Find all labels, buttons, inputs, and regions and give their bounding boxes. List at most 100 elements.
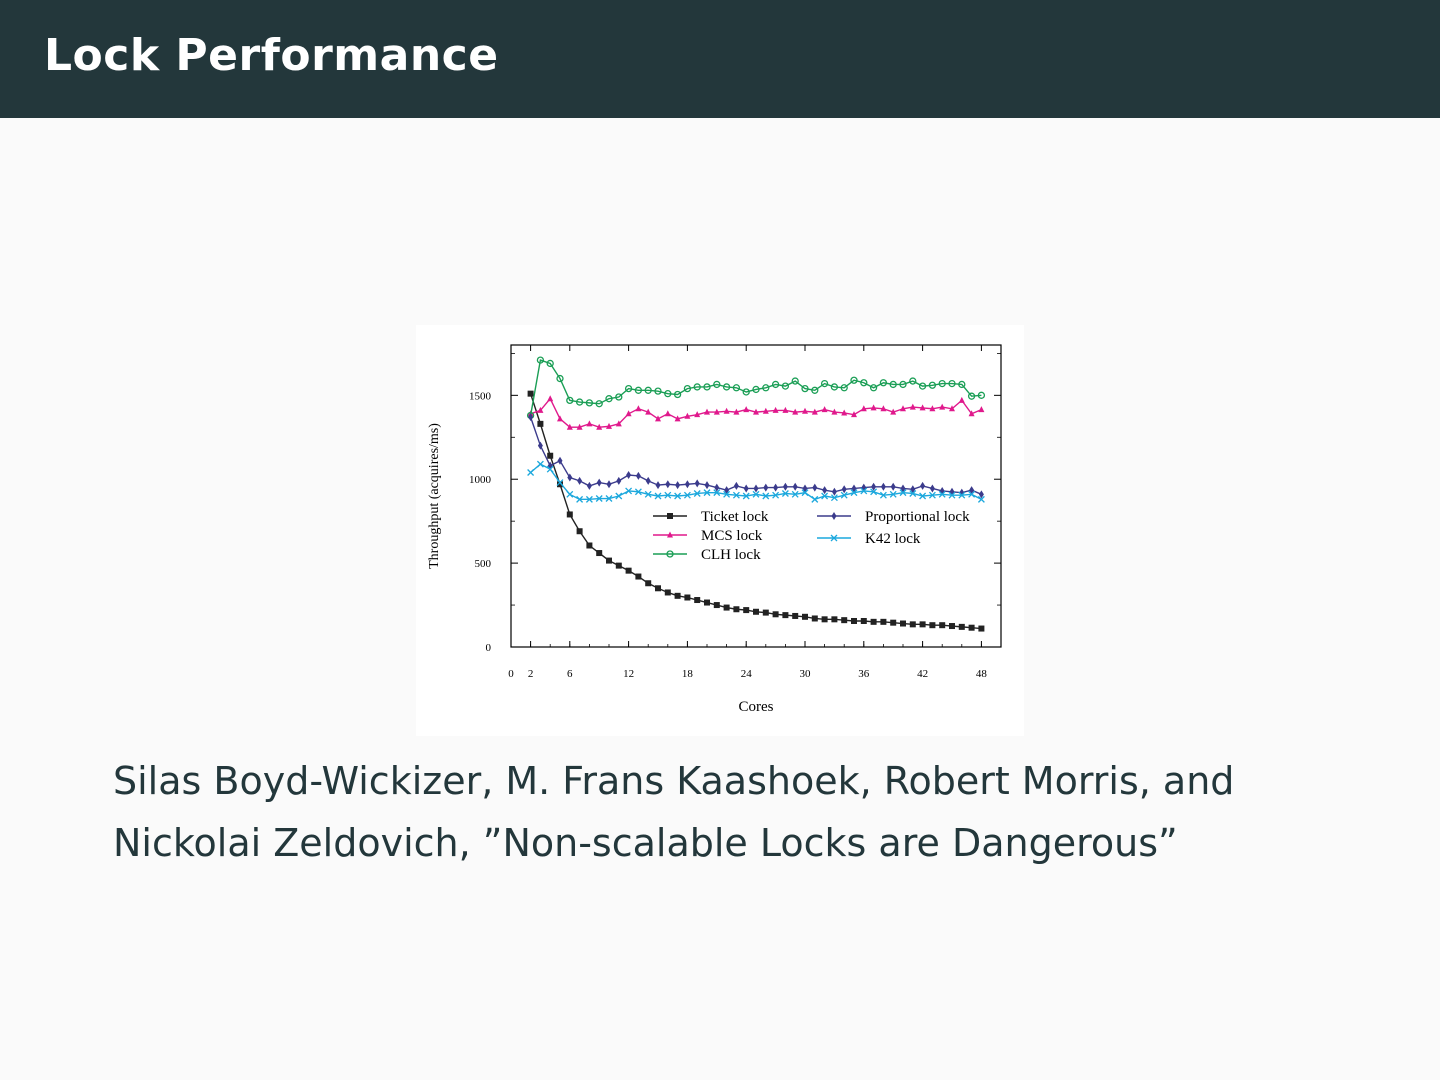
legend-label: Ticket lock — [701, 509, 769, 525]
ticket-point — [674, 592, 681, 599]
legend-marker — [830, 534, 838, 542]
mcs-point — [547, 395, 554, 402]
legend-marker — [667, 531, 673, 538]
proportional-point — [586, 481, 592, 490]
ticket-point — [713, 602, 720, 609]
proportional-point — [694, 479, 700, 488]
clh-point — [909, 377, 917, 385]
ticket-point — [694, 597, 701, 604]
k42-point — [801, 489, 809, 497]
clh-point — [967, 392, 976, 400]
mcs-point — [880, 405, 887, 412]
x-tick-label: 48 — [976, 668, 988, 680]
clh-point — [683, 384, 692, 393]
clh-point — [771, 380, 780, 389]
ticket-point — [841, 617, 848, 624]
k42-point — [977, 495, 985, 503]
k42-point — [556, 479, 564, 487]
ticket-point — [792, 612, 799, 619]
proportional-point — [537, 441, 543, 450]
clh-point — [811, 386, 819, 394]
k42-point — [958, 491, 966, 499]
mcs-point — [958, 396, 965, 403]
proportional-point — [841, 485, 847, 494]
mcs-point — [870, 404, 877, 411]
legend-label: K42 lock — [865, 531, 921, 547]
proportional-point — [626, 471, 632, 480]
k42-point — [713, 489, 721, 497]
ticket-point — [811, 615, 818, 622]
clh-point — [791, 377, 799, 385]
clh-point — [713, 380, 721, 389]
legend-marker — [831, 512, 837, 520]
clh-point — [556, 374, 564, 383]
mcs-point — [557, 415, 563, 422]
mcs-point — [694, 411, 701, 418]
ticket-point — [851, 617, 857, 624]
series-mcs — [527, 395, 985, 430]
k42-point — [664, 491, 672, 499]
proportional-point — [655, 481, 661, 490]
proportional-point — [871, 482, 877, 491]
clh-point — [752, 385, 760, 394]
k42-point — [781, 490, 789, 497]
ticket-point — [566, 511, 573, 518]
proportional-point — [684, 480, 690, 489]
proportional-point — [743, 484, 749, 493]
mcs-point — [674, 415, 681, 422]
mcs-point — [890, 408, 897, 415]
k42-point — [860, 487, 868, 495]
proportional-point — [792, 482, 798, 491]
ticket-point — [900, 620, 906, 627]
ticket-point — [821, 616, 828, 623]
x-tick-label: 2 — [528, 668, 534, 680]
proportional-point — [890, 482, 896, 491]
mcs-point — [743, 406, 750, 413]
slide-title: Lock Performance — [44, 30, 499, 81]
mcs-point — [821, 406, 828, 413]
clh-point — [977, 391, 986, 399]
ticket-point — [723, 604, 730, 611]
proportional-point — [665, 480, 671, 489]
ticket-point — [684, 594, 691, 601]
clh-point — [595, 400, 603, 408]
mcs-point — [841, 409, 848, 416]
mcs-point — [733, 408, 740, 415]
clh-point — [644, 386, 652, 394]
mcs-point — [909, 403, 916, 410]
proportional-point — [635, 471, 641, 480]
proportional-point — [567, 473, 573, 482]
k42-point — [821, 492, 829, 500]
k42-point — [546, 465, 554, 473]
k42-point — [644, 490, 652, 498]
k42-point — [625, 487, 633, 495]
ticket-point — [733, 606, 740, 613]
proportional-point — [606, 480, 612, 489]
proportional-point — [851, 484, 857, 493]
k42-point — [615, 492, 623, 500]
ticket-point — [890, 619, 897, 626]
ticket-point — [547, 452, 554, 459]
mcs-point — [900, 405, 906, 412]
k42-point — [527, 469, 535, 476]
mcs-point — [664, 410, 671, 417]
ticket-point — [782, 612, 789, 619]
proportional-point — [939, 486, 945, 495]
mcs-point — [596, 423, 603, 430]
mcs-point — [684, 412, 691, 419]
legend-item-proportional: Proportional lock — [817, 509, 970, 525]
clh-point — [850, 376, 858, 384]
mcs-point — [792, 408, 799, 415]
mcs-point — [949, 405, 955, 412]
x-tick-label: 24 — [741, 668, 753, 680]
mcs-point — [782, 406, 789, 413]
proportional-point — [577, 476, 583, 485]
mcs-point — [615, 420, 622, 427]
x-tick-label: 36 — [858, 668, 870, 680]
mcs-point — [919, 404, 926, 411]
citation-line-1: Silas Boyd-Wickizer, M. Frans Kaashoek, … — [113, 759, 1235, 803]
proportional-point — [920, 481, 926, 490]
k42-point — [870, 488, 878, 496]
k42-point — [595, 495, 603, 502]
ticket-point — [939, 622, 946, 629]
